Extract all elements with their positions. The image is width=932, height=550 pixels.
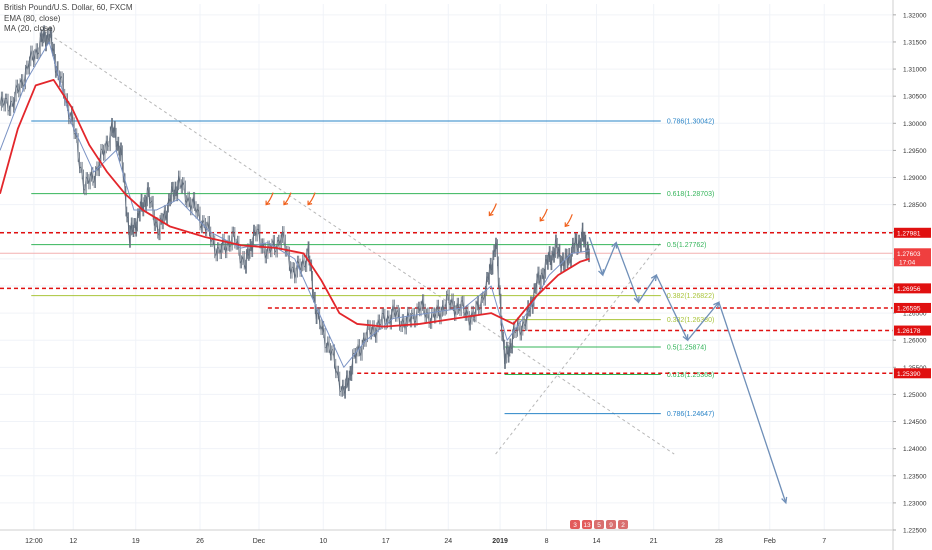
forecast-segment [615, 242, 640, 303]
ema-label[interactable]: EMA (80, close) [4, 13, 61, 23]
level-price-label: 1.26956 [897, 286, 921, 293]
gridlines [0, 4, 893, 531]
current-price-label: 1.27603 [897, 251, 921, 258]
annotation-arrowhead [564, 222, 570, 228]
event-marker-count: 3 [573, 522, 577, 529]
current-price-badge [894, 248, 931, 267]
moving-averages [0, 41, 590, 368]
annotation-arrowhead [488, 211, 494, 217]
annotation-arrowhead [283, 200, 289, 206]
forecast-segment [718, 302, 787, 504]
time-tick-label: 2019 [492, 538, 508, 545]
fib-label: 0.618(1.28703) [667, 191, 714, 198]
fibonacci-levels: 0.786(1.30042) 0.618(1.28703) 0.5(1.27762)… [31, 119, 714, 418]
price-tick-label: 1.23500 [903, 473, 927, 480]
price-axis[interactable]: 1.32000 1.31500 1.31000 1.30500 1.30000 1.295… [892, 0, 931, 550]
event-marker-count: 13 [583, 522, 591, 529]
price-tick-label: 1.32000 [903, 12, 927, 19]
fib-label: 0.5(1.27762) [667, 242, 707, 249]
ema-80-line [0, 79, 590, 328]
price-tick-label: 1.22500 [903, 528, 927, 535]
price-tick-label: 1.29000 [903, 175, 927, 182]
level-price-badge [894, 283, 931, 294]
trendline [44, 30, 675, 455]
horizontal-levels [0, 232, 893, 375]
price-tick-label: 1.28500 [903, 202, 927, 209]
trendline [495, 242, 662, 455]
chart-legend: British Pound/U.S. Dollar, 60, FXCM EMA … [4, 3, 133, 35]
level-price-badge [894, 227, 931, 238]
level-price-label: 1.27981 [897, 230, 921, 237]
event-marker-count: 9 [609, 522, 613, 529]
time-tick-label: 21 [650, 538, 658, 545]
ma-label[interactable]: MA (20, close) [4, 24, 56, 33]
fib-label: 0.382(1.26380) [667, 317, 714, 324]
level-price-badge [894, 368, 931, 379]
ma-20-line [0, 41, 590, 368]
level-price-label: 1.25390 [897, 371, 921, 378]
fib-label: 0.786(1.30042) [667, 119, 714, 126]
price-tick-label: 1.31000 [903, 67, 927, 74]
price-tick-label: 1.30000 [903, 121, 927, 128]
event-markers[interactable]: 3 13 5 9 2 [570, 520, 628, 529]
price-tick-label: 1.29500 [903, 148, 927, 155]
time-tick-label: 7 [822, 538, 826, 545]
fib-label: 0.382(1.26822) [667, 293, 714, 300]
event-marker-count: 5 [597, 522, 601, 529]
event-marker [606, 520, 616, 529]
forecast-segment [655, 274, 689, 341]
price-tick-label: 1.24500 [903, 419, 927, 426]
price-tick-label: 1.26500 [903, 311, 927, 318]
time-tick-label: 8 [545, 538, 549, 545]
annotation-arrowhead [265, 200, 271, 206]
price-tick-label: 1.25000 [903, 392, 927, 399]
annotation-arrowhead [307, 200, 313, 206]
time-tick-label: 19 [132, 538, 140, 545]
level-price-badge [894, 302, 931, 313]
time-tick-label: Feb [764, 538, 776, 545]
forecast-segment [588, 236, 604, 276]
time-tick-label: 26 [196, 538, 204, 545]
fib-label: 0.5(1.25874) [667, 345, 707, 352]
event-marker [570, 520, 580, 529]
time-axis[interactable]: 12:00 12 19 26 Dec 10 17 24 2019 8 14 21 28 Feb 7 [0, 529, 893, 545]
price-tick-label: 1.24000 [903, 446, 927, 453]
level-price-badge [894, 325, 931, 336]
trendlines [44, 30, 675, 455]
fib-label: 0.786(1.24647) [667, 411, 714, 418]
countdown-label: 17:04 [899, 259, 916, 266]
event-marker [594, 520, 604, 529]
time-tick-label: 14 [593, 538, 601, 545]
forecast-path [588, 236, 788, 505]
time-tick-label: 12:00 [25, 538, 43, 545]
event-marker-count: 2 [621, 522, 625, 529]
forecast-segment [637, 274, 657, 303]
price-line [0, 30, 590, 394]
event-marker [618, 520, 628, 529]
level-price-label: 1.26178 [897, 328, 921, 335]
time-tick-label: 10 [319, 538, 327, 545]
price-tick-label: 1.31500 [903, 39, 927, 46]
fib-label: 0.618(1.25368) [667, 372, 714, 379]
time-tick-label: 17 [382, 538, 390, 545]
forecast-segment [602, 242, 617, 276]
time-tick-label: 24 [444, 538, 452, 545]
annotation-arrows [265, 192, 573, 228]
annotation-arrowhead [539, 216, 545, 222]
symbol-label[interactable]: British Pound/U.S. Dollar, 60, FXCM [4, 3, 133, 12]
level-price-label: 1.26595 [897, 305, 921, 312]
event-marker [582, 520, 592, 529]
price-tick-label: 1.30500 [903, 94, 927, 101]
time-tick-label: 28 [715, 538, 723, 545]
price-tick-label: 1.26000 [903, 338, 927, 345]
forecast-arrowhead [781, 496, 788, 505]
price-tick-label: 1.23000 [903, 500, 927, 507]
forecast-segment [687, 301, 720, 341]
time-tick-label: 12 [69, 538, 77, 545]
time-tick-label: Dec [253, 538, 266, 545]
